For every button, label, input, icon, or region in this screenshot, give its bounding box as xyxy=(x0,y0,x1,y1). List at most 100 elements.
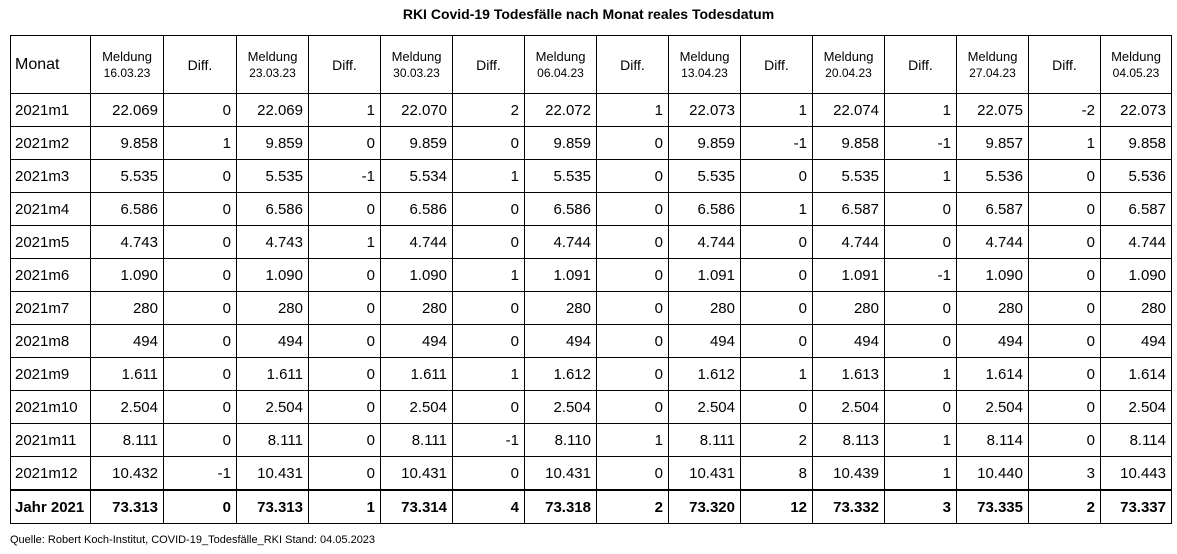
diff-cell: 1 xyxy=(740,357,813,391)
meldung-label: Meldung xyxy=(679,48,730,64)
meldung-date: 04.05.23 xyxy=(1112,65,1160,80)
meldung-date: 20.04.23 xyxy=(825,65,872,80)
meldung-cell: 2.504 xyxy=(236,390,309,424)
diff-cell: 0 xyxy=(163,357,237,391)
meldung-cell: 2.504 xyxy=(812,390,885,424)
column-header-meldung: Meldung 23.03.23 xyxy=(236,35,309,94)
meldung-cell: 9.859 xyxy=(380,126,453,160)
diff-cell: 0 xyxy=(740,390,813,424)
meldung-cell: 494 xyxy=(236,324,309,358)
diff-cell: 0 xyxy=(308,423,381,457)
meldung-cell: 1.611 xyxy=(90,357,164,391)
table-row: 2021m12 10.432 -1 10.431 0 10.431 0 10.431 0 10.4… xyxy=(10,456,1172,491)
meldung-cell: 494 xyxy=(668,324,741,358)
row-label: 2021m5 xyxy=(10,225,91,259)
meldung-cell: 5.535 xyxy=(236,159,309,193)
diff-cell: 0 xyxy=(163,225,237,259)
diff-cell: 1 xyxy=(452,357,525,391)
table-row: 2021m7 280 0 280 0 280 0 280 0 280 0 280 0 280 0 280 xyxy=(10,291,1172,325)
meldung-cell: 9.858 xyxy=(1100,126,1172,160)
diff-cell: 0 xyxy=(308,258,381,292)
diff-cell: 0 xyxy=(596,291,669,325)
meldung-cell: 73.313 xyxy=(90,489,164,524)
diff-cell: 2 xyxy=(1028,489,1101,524)
diff-cell: 8 xyxy=(740,456,813,491)
meldung-cell: 73.332 xyxy=(812,489,885,524)
table-row: 2021m6 1.090 0 1.090 0 1.090 1 1.091 0 1.091 0 1.09… xyxy=(10,258,1172,292)
meldung-cell: 4.744 xyxy=(524,225,597,259)
diff-cell: 0 xyxy=(740,291,813,325)
diff-cell: 0 xyxy=(884,225,957,259)
meldung-label: Meldung xyxy=(102,48,152,64)
diff-cell: 2 xyxy=(452,93,525,127)
diff-cell: 0 xyxy=(163,291,237,325)
diff-cell: 1 xyxy=(884,423,957,457)
diff-cell: 0 xyxy=(308,456,381,491)
diff-cell: 0 xyxy=(884,324,957,358)
meldung-cell: 22.074 xyxy=(812,93,885,127)
row-label: 2021m9 xyxy=(10,357,91,391)
diff-cell: 1 xyxy=(884,159,957,193)
meldung-cell: 10.431 xyxy=(524,456,597,491)
meldung-cell: 73.335 xyxy=(956,489,1029,524)
column-header-diff: Diff. xyxy=(1028,35,1101,94)
diff-cell: 0 xyxy=(452,126,525,160)
meldung-cell: 22.073 xyxy=(1100,93,1172,127)
diff-cell: 0 xyxy=(740,324,813,358)
diff-cell: -1 xyxy=(740,126,813,160)
meldung-cell: 9.858 xyxy=(812,126,885,160)
diff-cell: 0 xyxy=(308,291,381,325)
diff-cell: 0 xyxy=(452,324,525,358)
meldung-cell: 2.504 xyxy=(1100,390,1172,424)
diff-cell: -1 xyxy=(884,126,957,160)
diff-cell: 0 xyxy=(452,456,525,491)
column-header-meldung: Meldung 27.04.23 xyxy=(956,35,1029,94)
meldung-cell: 6.586 xyxy=(90,192,164,226)
column-header-meldung: Meldung 13.04.23 xyxy=(668,35,741,94)
meldung-cell: 2.504 xyxy=(956,390,1029,424)
meldung-cell: 1.091 xyxy=(812,258,885,292)
meldung-cell: 10.431 xyxy=(380,456,453,491)
diff-cell: 0 xyxy=(596,390,669,424)
diff-cell: 1 xyxy=(884,93,957,127)
row-label: 2021m6 xyxy=(10,258,91,292)
meldung-label: Meldung xyxy=(967,48,1018,64)
diff-cell: 0 xyxy=(308,192,381,226)
diff-cell: 0 xyxy=(308,390,381,424)
deaths-table: Monat Meldung 16.03.23 Diff. Meldung 23.03.2… xyxy=(10,35,1172,524)
meldung-cell: 6.586 xyxy=(236,192,309,226)
column-header-diff: Diff. xyxy=(884,35,957,94)
diff-cell: 0 xyxy=(1028,357,1101,391)
diff-cell: 1 xyxy=(740,192,813,226)
meldung-cell: 494 xyxy=(1100,324,1172,358)
diff-cell: 1 xyxy=(308,489,381,524)
diff-cell: -1 xyxy=(452,423,525,457)
meldung-cell: 1.090 xyxy=(956,258,1029,292)
meldung-cell: 1.611 xyxy=(236,357,309,391)
row-label: 2021m12 xyxy=(10,456,91,491)
meldung-cell: 1.612 xyxy=(668,357,741,391)
table-title: RKI Covid-19 Todesfälle nach Monat reale… xyxy=(402,6,775,22)
row-label: 2021m3 xyxy=(10,159,91,193)
diff-cell: 1 xyxy=(884,456,957,491)
diff-cell: 0 xyxy=(452,192,525,226)
meldung-cell: 280 xyxy=(1100,291,1172,325)
row-label: 2021m4 xyxy=(10,192,91,226)
meldung-cell: 280 xyxy=(380,291,453,325)
diff-cell: 0 xyxy=(1028,258,1101,292)
table-row: 2021m8 494 0 494 0 494 0 494 0 494 0 494 0 494 0 494 xyxy=(10,324,1172,358)
meldung-cell: 9.857 xyxy=(956,126,1029,160)
meldung-cell: 73.313 xyxy=(236,489,309,524)
source-note: Quelle: Robert Koch-Institut, COVID-19_T… xyxy=(10,534,376,546)
meldung-cell: 5.535 xyxy=(524,159,597,193)
column-header-meldung: Meldung 30.03.23 xyxy=(380,35,453,94)
table-body: 2021m1 22.069 0 22.069 1 22.070 2 22.072 1 22.073… xyxy=(10,93,1172,524)
meldung-cell: 2.504 xyxy=(380,390,453,424)
meldung-label: Meldung xyxy=(823,48,874,64)
column-header-diff: Diff. xyxy=(163,35,237,94)
diff-cell: 0 xyxy=(1028,225,1101,259)
column-header-monat: Monat xyxy=(10,35,91,94)
diff-cell: -2 xyxy=(1028,93,1101,127)
meldung-cell: 22.072 xyxy=(524,93,597,127)
meldung-cell: 2.504 xyxy=(524,390,597,424)
